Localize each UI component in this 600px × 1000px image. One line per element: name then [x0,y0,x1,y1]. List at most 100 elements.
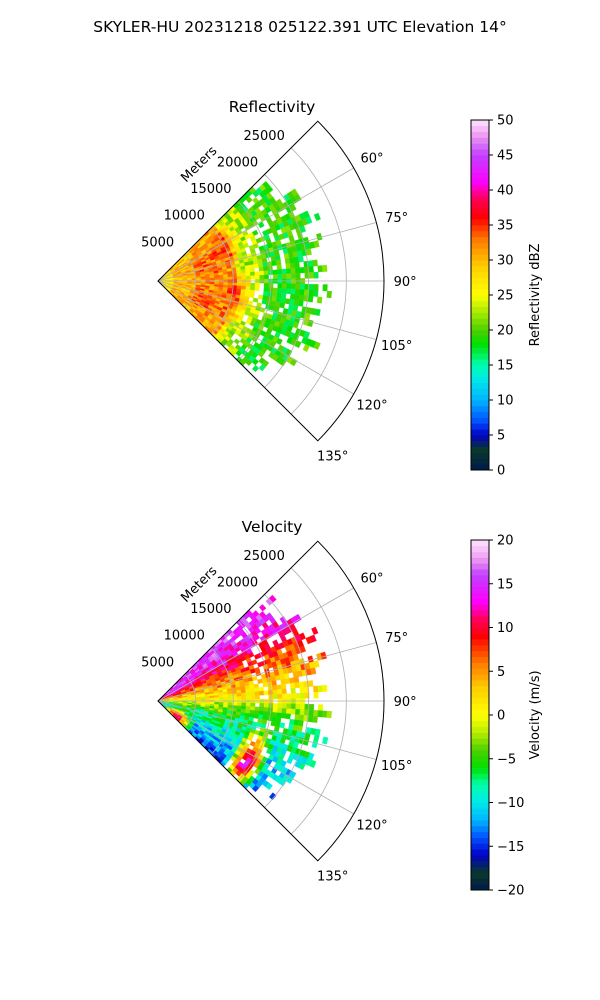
data-cell [313,734,320,743]
data-cell [313,240,320,248]
colorbar-segment [471,120,489,127]
data-cell [250,286,256,291]
colorbar-tick-label: 20 [497,324,514,339]
colorbar-segment [471,172,489,179]
data-cell [254,271,260,276]
data-cell [286,273,292,279]
colorbar-segment [471,860,489,868]
data-cell [295,703,301,710]
colorbar-segment [471,767,489,774]
data-cell [259,706,265,712]
colorbar-segment [471,662,489,669]
data-cell [311,626,319,635]
data-cell [241,272,247,277]
colorbar-segment [471,545,489,553]
data-cell [313,691,319,699]
data-cell [240,689,246,694]
colorbar-segment [471,405,489,413]
data-cell [241,705,247,710]
colorbar-segment [471,866,489,873]
data-cell [209,697,215,701]
data-cell [322,284,328,292]
data-cell [259,274,265,280]
data-cell [297,725,303,733]
data-cell [245,275,251,280]
data-cell [279,722,286,729]
data-cell [299,267,305,274]
angle-tick-label: 60° [360,571,383,586]
radial-tick-label: 25000 [243,549,284,564]
colorbar-segment [471,592,489,599]
data-cell [286,708,292,715]
colorbar-tick-label: 5 [497,429,505,444]
data-cell [281,688,287,695]
data-cell [294,262,300,269]
colorbar-segment [471,125,489,133]
colorbar-segment [471,300,489,308]
data-cell [299,709,305,716]
data-cell [309,634,317,643]
colorbar-segment [471,242,489,249]
data-cell [280,712,287,719]
data-cell [316,296,323,304]
data-cell [209,277,215,281]
colorbar-segment [471,750,489,757]
colorbar-segment [471,394,489,401]
colorbar-tick-label: −20 [497,884,524,899]
data-cell [265,782,273,791]
angle-tick-label: 135° [317,870,348,885]
data-cell [245,706,251,711]
data-cell [218,697,224,701]
data-cell [249,267,255,273]
data-cell [257,221,265,229]
colorbar-segment [471,575,489,582]
data-cell [299,687,305,694]
data-cell [309,759,317,768]
data-cell [263,274,269,280]
colorbar-segment [471,248,489,255]
data-cell [265,185,274,193]
data-cell [298,300,304,307]
data-cell [272,685,278,691]
data-cell [272,287,278,293]
colorbar-segment [471,400,489,407]
colorbar-segment [471,726,489,733]
data-cell [295,267,301,274]
colorbar-segment [471,785,489,792]
data-cell [263,703,269,708]
data-cell [271,680,277,686]
colorbar-segment [471,598,489,605]
data-cell [312,716,318,723]
data-cell [263,283,269,288]
azimuth-gridline [157,700,377,760]
data-cell [313,290,319,297]
colorbar-tick-label: 15 [497,577,514,592]
data-cell [227,696,233,700]
data-cell [302,344,310,353]
data-cell [285,713,291,720]
radial-tick-label: 25000 [243,129,284,144]
colorbar-tick-label: 45 [497,149,514,164]
colorbar-segment [471,207,489,214]
data-cell [280,292,287,299]
colorbar-segment [471,878,489,885]
polar-frame [157,540,385,862]
data-cell [326,290,332,299]
colorbar-segment [471,738,489,745]
data-cell [223,282,229,286]
colorbar-segment [471,260,489,267]
data-cell [262,682,268,688]
data-cell [263,690,269,696]
data-cell [236,696,242,700]
colorbar-segment [471,283,489,290]
data-cell [261,257,268,264]
data-cell [254,706,260,712]
data-cell [218,694,224,698]
data-cell [308,289,314,297]
data-cell [218,274,224,278]
data-cell [298,255,304,263]
colorbar-segment [471,808,489,815]
data-cell [223,694,229,698]
radial-tick-label: 20000 [217,155,258,170]
colorbar-segment [471,685,489,693]
